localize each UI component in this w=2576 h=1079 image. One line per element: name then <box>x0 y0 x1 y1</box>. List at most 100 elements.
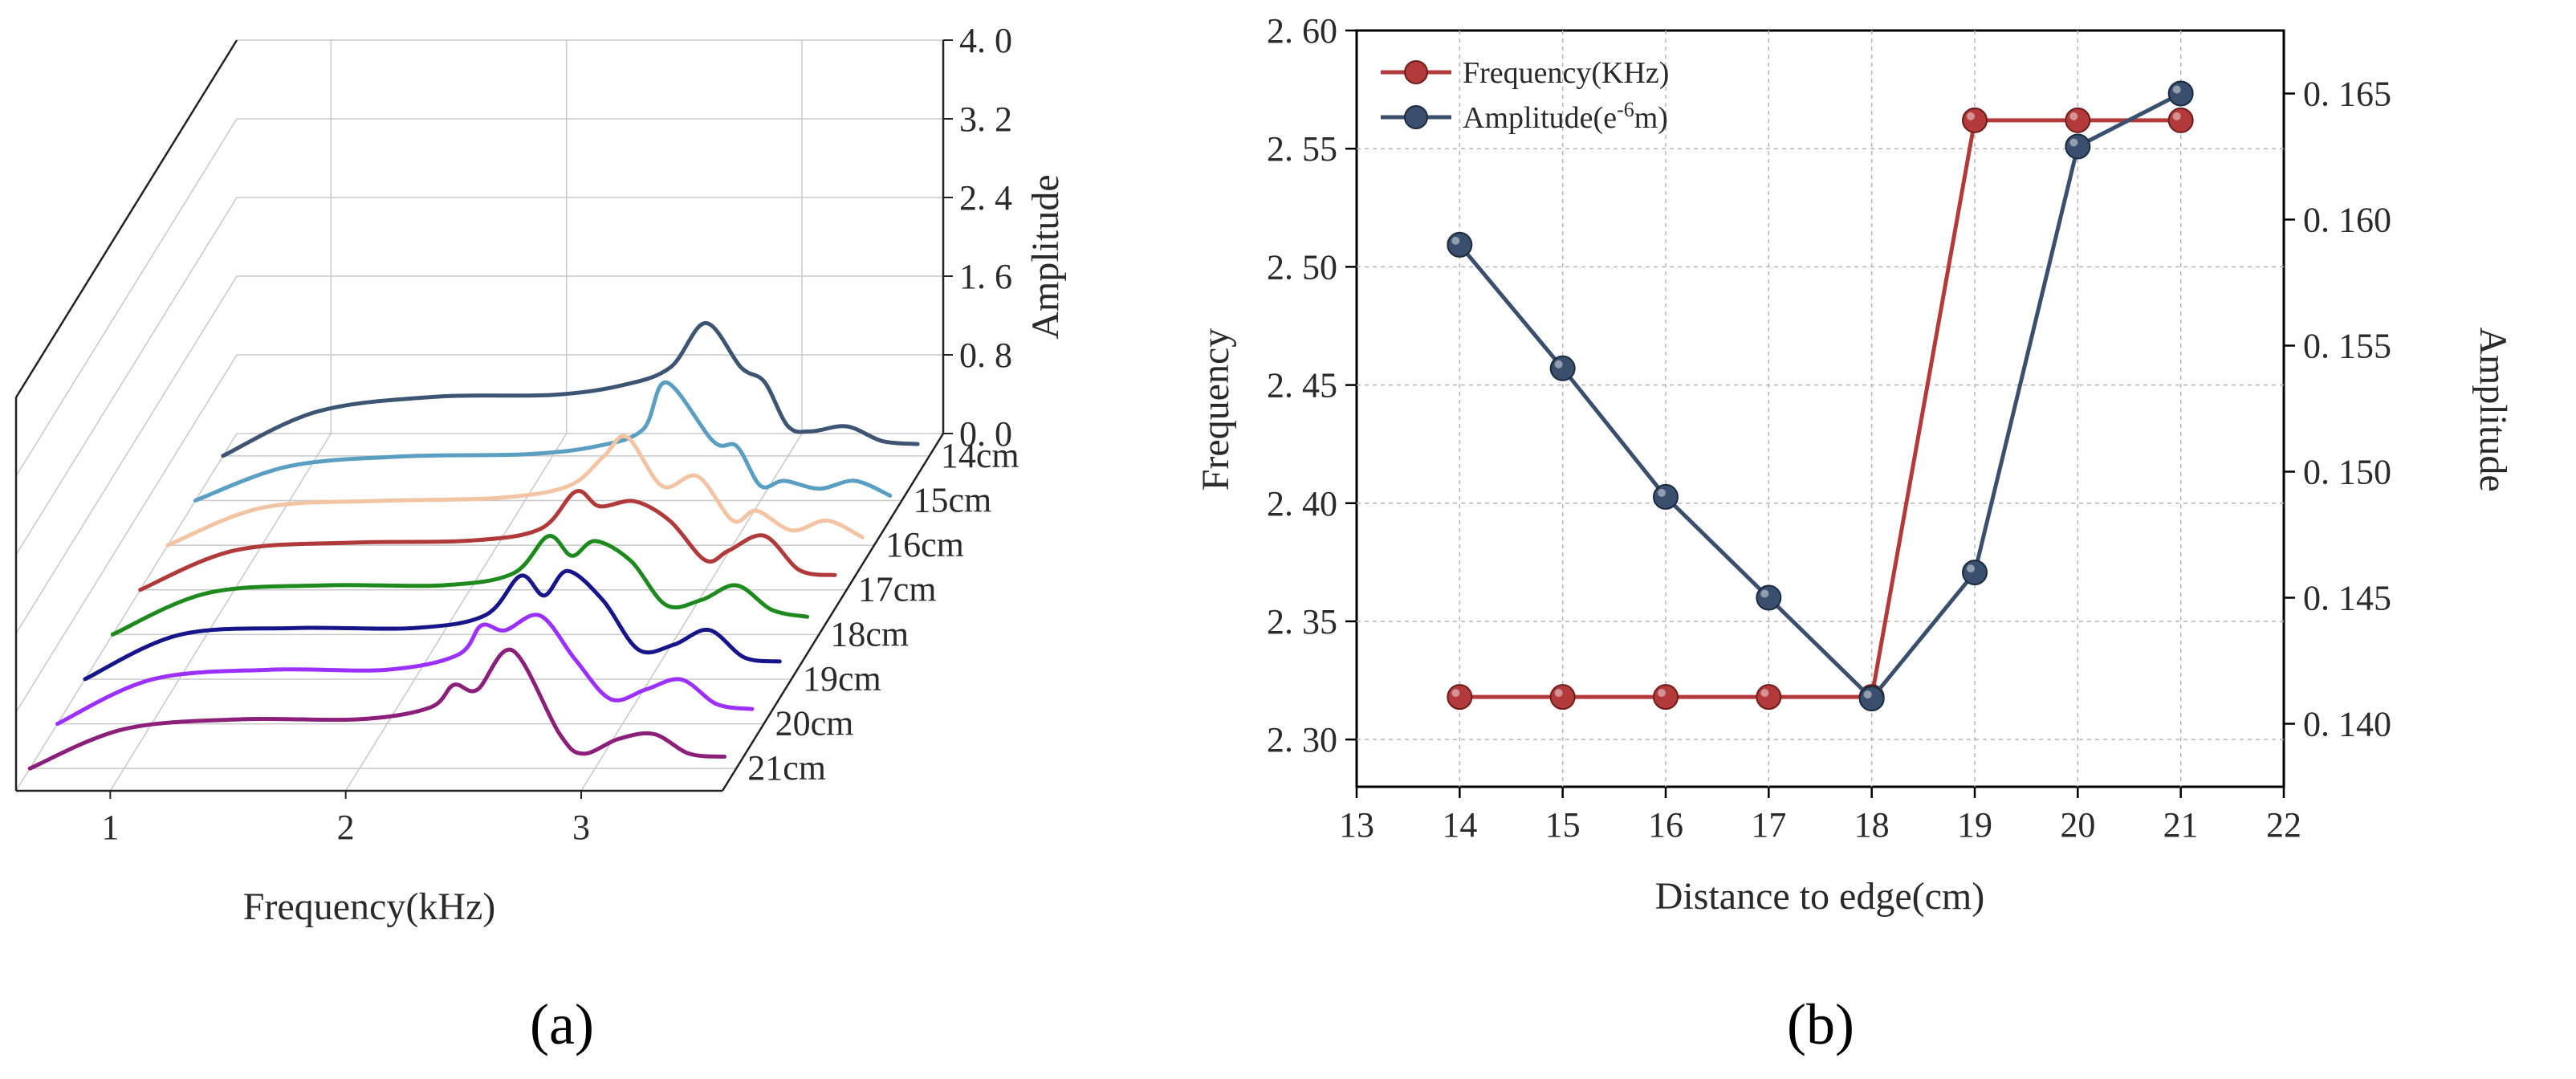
point-highlight-frequency-15 <box>1554 689 1563 698</box>
series-line-frequency <box>1459 118 2181 699</box>
point-frequency-15 <box>1549 684 1576 711</box>
left-y-axis-title: Frequency <box>1194 328 1237 491</box>
x-tick-label-14: 14 <box>1442 805 1477 845</box>
waterfall-series-group <box>27 320 920 771</box>
point-highlight-amplitude-16 <box>1658 488 1666 497</box>
left-tick-label-6: 2. 60 <box>1267 11 1337 51</box>
point-frequency-17 <box>1756 684 1782 711</box>
point-highlight-frequency-17 <box>1760 689 1769 698</box>
x-tick-label-16: 16 <box>1648 805 1683 845</box>
x-tick-label-13: 13 <box>1339 805 1374 845</box>
side-grid-z-4 <box>15 118 238 477</box>
series-line-19cm <box>83 568 782 682</box>
point-amplitude-14 <box>1447 231 1473 258</box>
distance-depth-labels: 14cm 15cm 16cm 17cm 18cm 19cm 20cm 21cm <box>747 436 1019 788</box>
point-highlight-amplitude-17 <box>1760 589 1769 598</box>
point-amplitude-17 <box>1756 584 1782 611</box>
panel-label-b: (b) <box>1787 992 1854 1057</box>
point-amplitude-18 <box>1858 686 1885 712</box>
series-line-amplitude <box>1458 92 2182 701</box>
x-tick-label-18: 18 <box>1854 805 1890 845</box>
depth-label-20cm: 20cm <box>775 704 854 743</box>
point-frequency-21 <box>2167 107 2194 133</box>
point-highlight-frequency-21 <box>2172 112 2181 120</box>
legend-label-frequency: Frequency(KHz) <box>1463 56 1669 90</box>
series-line-17cm <box>138 489 837 592</box>
legend-marker-amplitude <box>1404 105 1428 129</box>
series-group <box>1447 80 2194 712</box>
plot-gridlines <box>1357 31 2284 787</box>
point-frequency-16 <box>1653 684 1679 711</box>
depth-label-19cm: 19cm <box>803 659 881 698</box>
side-grid-z-1 <box>15 354 238 713</box>
x-tick-label-22: 22 <box>2266 805 2301 845</box>
waterfall-chart: 0. 0 0. 8 1. 6 2. 4 3. 2 4. 0 1 2 3 14cm 15cm 16c… <box>14 21 1067 928</box>
depth-label-16cm: 16cm <box>885 525 964 564</box>
floor-grid-freq-1 <box>109 433 332 792</box>
z-tick-label-0: 0. 0 <box>959 414 1012 454</box>
z-tick-label-2: 1. 6 <box>959 257 1012 296</box>
box-edge-right-bottom <box>721 433 945 792</box>
x-tick-label-17: 17 <box>1751 805 1786 845</box>
point-highlight-frequency-20 <box>2069 112 2078 120</box>
legend: Frequency(KHz) Amplitude(e-6m) <box>1381 56 1669 135</box>
z-tick-label-4: 3. 2 <box>959 100 1012 139</box>
right-tick-label-3: 0. 155 <box>2303 327 2391 366</box>
legend-item-amplitude: Amplitude(e-6m) <box>1381 98 1668 136</box>
point-highlight-amplitude-15 <box>1554 360 1563 368</box>
right-tick-label-2: 0. 150 <box>2303 453 2391 492</box>
series-line-16cm <box>165 434 865 548</box>
point-amplitude-19 <box>1962 560 1988 586</box>
x-axis-title: Distance to edge(cm) <box>1655 875 1984 918</box>
x-tick-label-2: 2 <box>337 808 355 847</box>
z-tick-label-3: 2. 4 <box>959 178 1012 218</box>
z-tick-label-5: 4. 0 <box>959 21 1012 60</box>
point-highlight-amplitude-20 <box>2069 138 2078 147</box>
series-line-15cm <box>193 380 893 503</box>
right-tick-label-5: 0. 165 <box>2303 75 2391 114</box>
depth-label-14cm: 14cm <box>941 436 1019 475</box>
side-grid-z-0 <box>15 433 238 792</box>
floor-grid-freq-2 <box>345 433 568 792</box>
legend-item-frequency: Frequency(KHz) <box>1381 56 1669 90</box>
series-line-20cm <box>55 613 755 727</box>
waterfall-grid-and-box <box>14 39 945 792</box>
left-tick-label-4: 2. 50 <box>1267 247 1337 287</box>
point-highlight-frequency-16 <box>1658 689 1666 698</box>
x-tick-label-19: 19 <box>1957 805 1992 845</box>
amplitude-axis-title: Amplitude <box>1024 174 1067 339</box>
depth-label-17cm: 17cm <box>858 570 937 609</box>
left-tick-label-5: 2. 55 <box>1267 129 1337 169</box>
right-tick-label-0: 0. 140 <box>2303 705 2391 744</box>
z-tick-label-1: 0. 8 <box>959 336 1012 375</box>
point-highlight-amplitude-21 <box>2172 85 2181 94</box>
point-amplitude-20 <box>2065 133 2091 160</box>
left-tick-label-3: 2. 45 <box>1267 366 1337 405</box>
depth-label-21cm: 21cm <box>747 748 826 788</box>
x-tick-label-3: 3 <box>572 808 590 847</box>
legend-marker-frequency <box>1404 60 1428 84</box>
x-tick-label-21: 21 <box>2163 805 2199 845</box>
depth-label-15cm: 15cm <box>913 480 991 519</box>
legend-label-amplitude: Amplitude(e-6m) <box>1463 98 1668 136</box>
right-tick-label-4: 0. 160 <box>2303 201 2391 240</box>
point-amplitude-15 <box>1549 355 1576 381</box>
side-grid-z-2 <box>15 275 238 634</box>
right-tick-label-1: 0. 145 <box>2303 579 2391 618</box>
side-grid-z-3 <box>15 197 238 556</box>
axis-tick-marks-and-labels: 13 14 15 16 17 18 19 20 21 22 2. 30 2. 35 2. 40 2. 45… <box>1267 11 2391 845</box>
floor-grid-freq-3 <box>580 433 803 792</box>
box-edge-top-left <box>14 39 238 398</box>
point-highlight-frequency-14 <box>1451 689 1460 698</box>
point-amplitude-21 <box>2167 80 2194 107</box>
x-tick-label-15: 15 <box>1545 805 1581 845</box>
left-tick-label-0: 2. 30 <box>1267 720 1337 759</box>
amplitude-tick-labels: 0. 0 0. 8 1. 6 2. 4 3. 2 4. 0 <box>943 21 1012 454</box>
point-highlight-amplitude-14 <box>1451 236 1460 245</box>
x-tick-label-1: 1 <box>101 808 119 847</box>
plot-area-frame <box>1355 29 2285 788</box>
point-frequency-19 <box>1962 107 1988 133</box>
point-frequency-20 <box>2065 107 2091 133</box>
frequency-tick-labels: 1 2 3 <box>101 791 590 847</box>
